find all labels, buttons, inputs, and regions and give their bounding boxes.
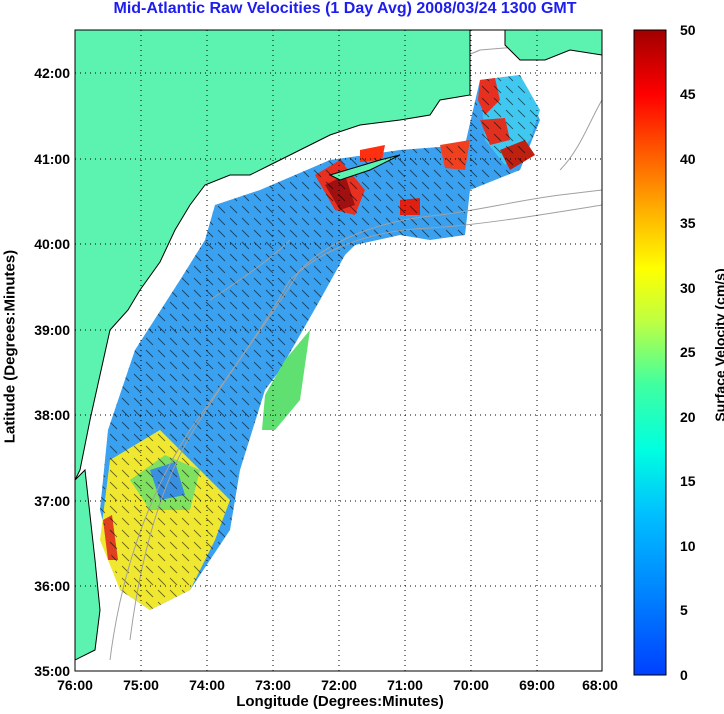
y-tick-label: 38:00 xyxy=(34,407,70,423)
colorbar-tick-label: 40 xyxy=(680,151,696,167)
x-tick-label: 71:00 xyxy=(387,677,423,693)
colorbar-tick-label: 20 xyxy=(680,409,696,425)
x-tick-label: 70:00 xyxy=(453,677,489,693)
colorbar-tick-label: 10 xyxy=(680,538,696,554)
x-tick-label: 74:00 xyxy=(189,677,225,693)
x-tick-label: 69:00 xyxy=(519,677,555,693)
colorbar xyxy=(633,29,667,676)
y-tick-label: 36:00 xyxy=(34,578,70,594)
y-axis-label: Latitude (Degrees:Minutes) xyxy=(1,249,19,444)
y-tick-label: 42:00 xyxy=(34,65,70,81)
colorbar-label: Surface Velocity (cm/s) xyxy=(712,268,724,422)
y-tick-label: 40:00 xyxy=(34,236,70,252)
colorbar-tick-label: 15 xyxy=(680,473,696,489)
land-mass xyxy=(75,30,602,661)
x-tick-labels: 76:00 75:00 74:00 73:00 72:00 71:00 70:0… xyxy=(57,677,618,693)
y-tick-label: 37:00 xyxy=(34,493,70,509)
x-tick-label: 72:00 xyxy=(321,677,357,693)
colorbar-tick-label: 5 xyxy=(680,602,688,618)
y-tick-label: 39:00 xyxy=(34,322,70,338)
velocity-vectors xyxy=(100,75,540,610)
colorbar-tick-label: 25 xyxy=(680,344,696,360)
y-tick-label: 35:00 xyxy=(34,663,70,679)
grid-lines xyxy=(75,30,602,671)
x-tick-label: 75:00 xyxy=(123,677,159,693)
colorbar-tick-label: 0 xyxy=(680,667,688,683)
x-tick-label: 76:00 xyxy=(57,677,93,693)
map-title: Mid-Atlantic Raw Velocities (1 Day Avg) … xyxy=(113,0,577,17)
x-tick-label: 73:00 xyxy=(255,677,291,693)
colorbar-tick-labels: 0 5 10 15 20 25 30 35 40 45 50 xyxy=(680,22,696,683)
colorbar-tick-label: 45 xyxy=(680,86,696,102)
map-frame xyxy=(74,29,603,672)
colorbar-tick-label: 50 xyxy=(680,22,696,38)
colorbar-tick-label: 35 xyxy=(680,215,696,231)
x-tick-label: 68:00 xyxy=(582,677,618,693)
y-tick-label: 41:00 xyxy=(34,151,70,167)
x-axis-label: Longitude (Degrees:Minutes) xyxy=(236,693,444,710)
y-tick-labels: 35:00 36:00 37:00 38:00 39:00 40:00 41:0… xyxy=(34,65,70,679)
colorbar-tick-label: 30 xyxy=(680,280,696,296)
